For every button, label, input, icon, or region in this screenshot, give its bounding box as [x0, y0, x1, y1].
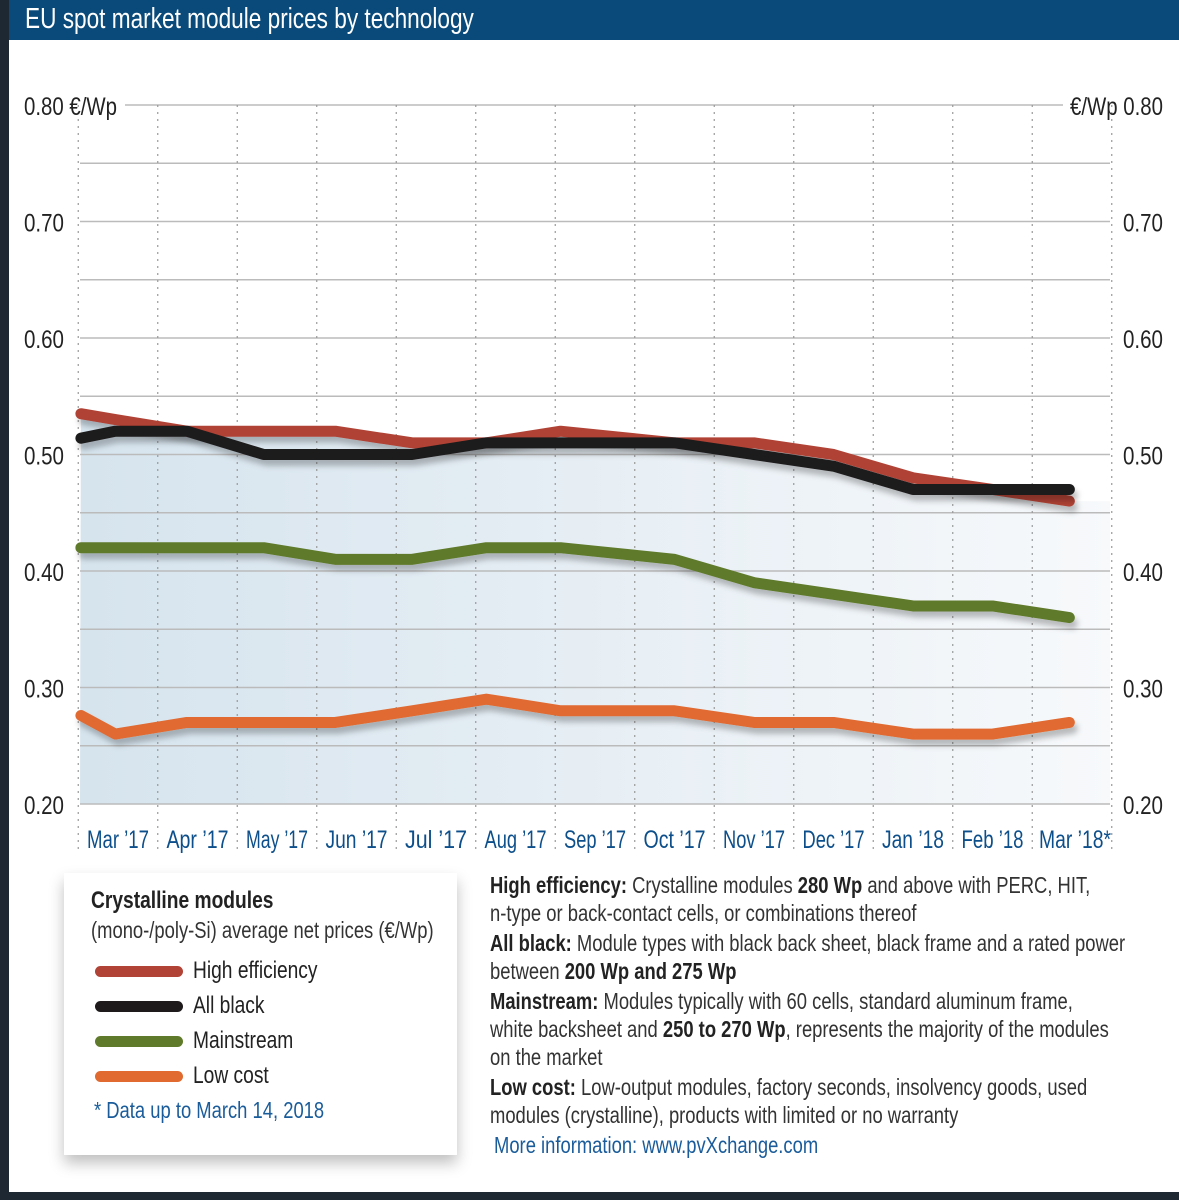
description-text: and above with PERC, HIT,: [862, 872, 1091, 898]
legend-item: High efficiency: [95, 957, 425, 987]
x-tick-label: Jun ’17: [326, 826, 388, 854]
legend-swatch: [95, 1001, 183, 1012]
y-tick-label-left: 0.30: [24, 676, 64, 704]
description-term: 280 Wp: [797, 872, 863, 898]
legend: Crystalline modules (mono-/poly-Si) aver…: [64, 873, 457, 1155]
description-text: n-type or back-contact cells, or combina…: [490, 900, 917, 926]
legend-item: Low cost: [95, 1062, 425, 1092]
chart-title: EU spot market module prices by technolo…: [25, 3, 474, 35]
y-tick-label-left: 0.50: [24, 443, 64, 471]
legend-label: High efficiency: [193, 957, 318, 984]
x-tick-label: Jul ’17: [405, 826, 467, 854]
line-chart: 0.80 €/Wp €/Wp 0.80 0.70 0.70 0.60 0.60 0.50 0.…: [24, 93, 1163, 854]
x-tick-label: Mar ’17: [87, 826, 149, 854]
legend-title: Crystalline modules: [91, 887, 274, 914]
legend-swatch: [95, 1036, 183, 1047]
y-tick-label-left: 0.20: [24, 792, 64, 820]
description-term: Low cost:: [490, 1074, 576, 1100]
y-tick-label-left: 0.60: [24, 326, 64, 354]
description-text: Modules typically with 60 cells, standar…: [598, 988, 1073, 1014]
description-line: High efficiency: Crystalline modules 280…: [490, 872, 1090, 899]
description-line: n-type or back-contact cells, or combina…: [490, 900, 916, 927]
x-tick-label: Dec ’17: [803, 826, 865, 854]
description-text: Crystalline modules: [627, 872, 798, 898]
series-line-mainstream: [75, 542, 1075, 624]
x-tick-label: Feb ’18: [962, 826, 1024, 854]
description-line: Mainstream: Modules typically with 60 ce…: [490, 988, 1073, 1015]
description-term: 250 to 270 Wp: [662, 1016, 786, 1042]
description-term: Mainstream:: [490, 988, 599, 1014]
legend-label: Low cost: [193, 1062, 269, 1089]
description-text: , represents the majority of the modules: [785, 1016, 1109, 1042]
more-info-link[interactable]: More information: www.pvXchange.com: [494, 1132, 819, 1158]
x-tick-label: Oct ’17: [644, 826, 706, 854]
description-text: on the market: [490, 1044, 603, 1070]
y-tick-label-right: 0.30: [1123, 676, 1163, 704]
header-bar: EU spot market module prices by technolo…: [9, 0, 1179, 40]
legend-subtitle: (mono-/poly-Si) average net prices (€/Wp…: [91, 917, 434, 943]
legend-label: Mainstream: [193, 1027, 294, 1054]
legend-label: All black: [193, 992, 265, 1019]
legend-note: * Data up to March 14, 2018: [94, 1097, 325, 1123]
x-tick-label: Mar ’18*: [1039, 826, 1111, 854]
description-text: between: [490, 958, 565, 984]
description-line: on the market: [490, 1044, 603, 1071]
description-line: All black: Module types with black back …: [490, 930, 1125, 957]
description-text: modules (crystalline), products with lim…: [490, 1102, 959, 1128]
description-term: 200 Wp and 275 Wp: [564, 958, 737, 984]
y-tick-label-left: 0.70: [24, 210, 64, 238]
description-line: modules (crystalline), products with lim…: [490, 1102, 958, 1129]
description-line: between 200 Wp and 275 Wp: [490, 958, 736, 985]
legend-swatch: [95, 966, 183, 977]
x-tick-label: Nov ’17: [723, 826, 785, 854]
y-tick-label-right: 0.40: [1123, 559, 1163, 587]
y-tick-label-left: 0.40: [24, 559, 64, 587]
description-text: white backsheet and: [490, 1016, 663, 1042]
series-line-low-cost: [75, 693, 1075, 740]
description-term: High efficiency:: [490, 872, 628, 898]
y-tick-label-right: €/Wp 0.80: [1070, 93, 1163, 121]
description-line: white backsheet and 250 to 270 Wp, repre…: [490, 1016, 1109, 1043]
legend-item: Mainstream: [95, 1027, 425, 1057]
y-tick-label-right: 0.70: [1123, 210, 1163, 238]
y-tick-label-right: 0.50: [1123, 443, 1163, 471]
x-tick-label: May ’17: [246, 826, 308, 854]
description-line: Low cost: Low-output modules, factory se…: [490, 1074, 1087, 1101]
series-line-all-black: [75, 425, 1075, 495]
technology-descriptions: High efficiency: Crystalline modules 280…: [490, 872, 1170, 1132]
legend-item: All black: [95, 992, 425, 1022]
y-tick-label-left: 0.80 €/Wp: [24, 93, 117, 121]
y-tick-label-right: 0.60: [1123, 326, 1163, 354]
x-tick-label: Apr ’17: [167, 826, 229, 854]
x-tick-label: Aug ’17: [485, 826, 547, 854]
x-tick-label: Sep ’17: [564, 826, 626, 854]
legend-swatch: [95, 1071, 183, 1082]
y-tick-label-right: 0.20: [1123, 792, 1163, 820]
x-tick-label: Jan ’18: [882, 826, 944, 854]
description-text: Module types with black back sheet, blac…: [571, 930, 1126, 956]
description-term: All black:: [490, 930, 572, 956]
plot-background: [80, 413, 1110, 804]
description-text: Low-output modules, factory seconds, ins…: [575, 1074, 1088, 1100]
